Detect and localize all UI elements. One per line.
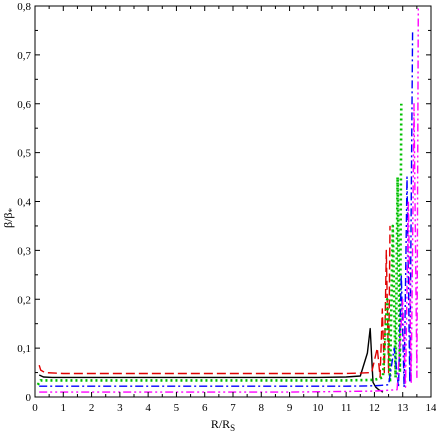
series-layer [36, 5, 419, 393]
y-tick-label: 0 [26, 392, 32, 404]
x-tick-label: 13 [397, 402, 409, 414]
x-axis-ticks: 0 1 2 3 4 5 6 7 8 9 10 11 12 13 14 [32, 6, 436, 414]
x-tick-label: 3 [117, 402, 123, 414]
y-tick-label: 0,6 [17, 99, 31, 111]
x-tick-label: 0 [32, 402, 38, 414]
x-tick-label: 10 [312, 402, 324, 414]
y-tick-label: 0,7 [17, 50, 31, 62]
plot-frame [34, 5, 432, 398]
series-line-4 [39, 30, 414, 388]
x-tick-label: 2 [89, 402, 95, 414]
x-tick-label: 1 [61, 402, 67, 414]
series-line-3 [36, 103, 403, 386]
y-tick-label: 0,1 [17, 343, 31, 355]
x-tick-label: 11 [341, 402, 352, 414]
x-tick-label: 9 [287, 402, 293, 414]
x-tick-label: 14 [426, 402, 436, 414]
y-tick-label: 0,3 [17, 245, 31, 257]
x-axis-title: R/RS [211, 417, 235, 433]
x-tick-label: 6 [202, 402, 208, 414]
x-tick-label: 12 [369, 402, 380, 414]
x-tick-label: 8 [259, 402, 265, 414]
plot-area [34, 5, 432, 398]
y-axis-ticks: 0 0,1 0,2 0,3 0,4 0,5 0,6 0,7 0,8 [17, 1, 431, 404]
y-tick-label: 0,2 [17, 294, 31, 306]
x-tick-label: 5 [174, 402, 180, 414]
series-line-2 [38, 225, 391, 379]
y-tick-label: 0,4 [17, 197, 31, 209]
y-tick-label: 0,5 [17, 148, 31, 160]
x-tick-label: 7 [230, 402, 236, 414]
series-line-5 [39, 5, 419, 393]
y-axis-title: β/β* [1, 207, 17, 228]
x-tick-label: 4 [145, 402, 151, 414]
series-line-1 [38, 327, 384, 393]
y-tick-label: 0,8 [17, 1, 31, 13]
